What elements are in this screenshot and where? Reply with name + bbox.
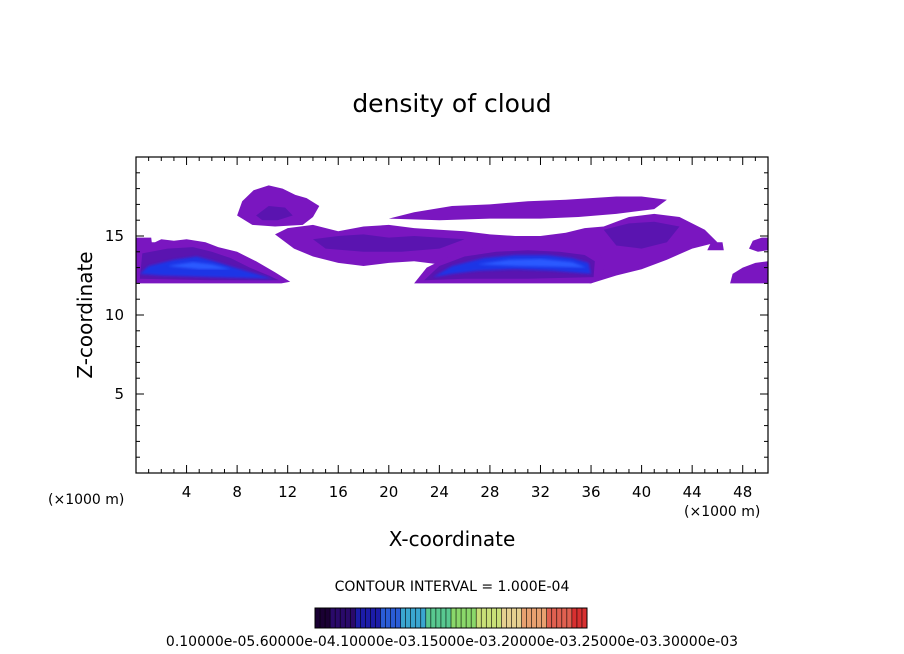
x-tick-label: 12: [278, 483, 297, 501]
colorbar-segment: [521, 608, 528, 628]
colorbar-segment: [340, 608, 346, 628]
cloud-upper-right-patch: [388, 196, 667, 221]
colorbar-segment: [360, 608, 366, 628]
x-tick-label: 36: [581, 483, 600, 501]
colorbar-segment: [355, 608, 361, 628]
y-tick-label: 15: [105, 227, 124, 245]
cloud-main-core-bright: [477, 258, 586, 268]
colorbar-segment: [380, 608, 387, 628]
colorbar-segment: [390, 608, 397, 628]
colorbar-segment: [486, 608, 492, 628]
chart-title: density of cloud: [352, 89, 551, 118]
colorbar-segment: [561, 608, 568, 628]
colorbar-segment: [425, 608, 432, 628]
colorbar-segment: [536, 608, 543, 628]
x-tick-label: 4: [182, 483, 192, 501]
colorbar-segment: [526, 608, 533, 628]
cloud-right-layer-inner: [603, 221, 680, 249]
colorbar-segment: [501, 608, 507, 628]
colorbar-segment: [385, 608, 392, 628]
colorbar-segment: [571, 608, 578, 628]
x-tick-label: 44: [683, 483, 702, 501]
colorbar-segment: [435, 608, 442, 628]
colorbar-segment: [335, 608, 341, 628]
colorbar-segment: [315, 608, 321, 628]
colorbar-segment: [451, 608, 457, 628]
x-tick-label: 28: [480, 483, 499, 501]
colorbar-segment: [415, 608, 422, 628]
cloud-upper-left-patch-inner: [256, 206, 293, 221]
colorbar-segment: [430, 608, 437, 628]
x-tick-label: 8: [232, 483, 242, 501]
cloud-contour-fill: [136, 185, 768, 284]
colorbar-segment: [461, 608, 467, 628]
colorbar-segment: [556, 608, 563, 628]
colorbar-segment: [405, 608, 412, 628]
colorbar-segment: [506, 608, 512, 628]
cloud-upper-left-patch: [237, 185, 320, 227]
colorbar-segment: [456, 608, 462, 628]
cloud-far-right-band: [730, 261, 768, 284]
colorbar-segment: [581, 608, 588, 628]
colorbar-segment: [566, 608, 573, 628]
colorbar-segment: [400, 608, 407, 628]
y-tick-label: 10: [105, 306, 124, 324]
x-tick-label: 20: [379, 483, 398, 501]
colorbar-labels: 0.10000e-05.60000e-04.10000e-03.15000e-0…: [166, 634, 738, 650]
colorbar-segment: [370, 608, 376, 628]
y-tick-label: 5: [114, 385, 124, 403]
colorbar-segment: [471, 608, 477, 628]
colorbar-segment: [546, 608, 553, 628]
colorbar-segment: [511, 608, 517, 628]
colorbar-segment: [330, 608, 336, 628]
y-axis-label: Z-coordinate: [73, 251, 97, 378]
x-tick-label: 32: [531, 483, 550, 501]
colorbar-segment: [345, 608, 351, 628]
colorbar-segment: [466, 608, 472, 628]
x-tick-label: 40: [632, 483, 651, 501]
colorbar-segment: [320, 608, 326, 628]
colorbar-segment: [496, 608, 502, 628]
colorbar-frame: [314, 607, 588, 629]
colorbar-segment: [476, 608, 482, 628]
colorbar-segment: [576, 608, 583, 628]
x-tick-label: 48: [733, 483, 752, 501]
colorbar-segment: [375, 608, 381, 628]
colorbar-segment: [410, 608, 417, 628]
colorbar-segment: [350, 608, 356, 628]
colorbar-segment: [440, 608, 447, 628]
x-tick-label: 24: [430, 483, 449, 501]
colorbar-segment: [365, 608, 371, 628]
x-tick-label: 16: [329, 483, 348, 501]
y-unit-label: (×1000 m): [48, 492, 124, 508]
colorbar-segment: [516, 608, 523, 628]
colorbar: [314, 607, 588, 629]
colorbar-segment: [491, 608, 497, 628]
x-axis-label: X-coordinate: [389, 527, 516, 551]
colorbar-segment: [531, 608, 538, 628]
colorbar-segment: [445, 608, 452, 628]
cloud-far-right-fragment: [749, 237, 768, 252]
colorbar-segment: [481, 608, 487, 628]
colorbar-segment: [420, 608, 427, 628]
plot-frame: [135, 156, 769, 474]
colorbar-segment: [551, 608, 558, 628]
colorbar-segment: [541, 608, 548, 628]
colorbar-segment: [325, 608, 331, 628]
cloud-right-fragment: [707, 242, 724, 251]
contour-interval-text: CONTOUR INTERVAL = 1.000E-04: [335, 579, 570, 595]
cloud-middle-layer-inner: [313, 234, 465, 252]
x-unit-label: (×1000 m): [684, 504, 760, 520]
colorbar-segment: [395, 608, 402, 628]
cloud-left-fragment: [136, 237, 153, 249]
cloud-left-core-bright: [167, 262, 231, 270]
